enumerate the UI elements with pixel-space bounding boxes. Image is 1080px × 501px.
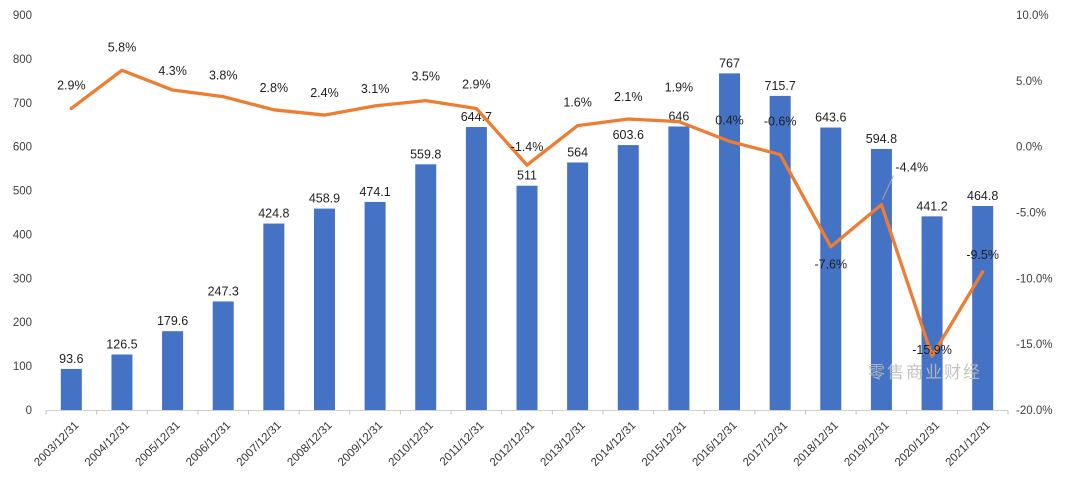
y-axis-left-tick-label: 0 (26, 405, 32, 417)
line-point-label: 2.8% (260, 81, 289, 95)
y-axis-right-tick-label: -10.0% (1016, 273, 1052, 285)
bar-value-label: 247.3 (208, 284, 239, 298)
x-axis-label: 2016/12/31 (690, 420, 739, 469)
bar (263, 223, 285, 410)
bar-value-label: 93.6 (59, 352, 83, 366)
bar-value-label: 594.8 (866, 132, 897, 146)
bar-value-label: 511 (517, 169, 537, 183)
y-axis-left-tick-label: 800 (13, 54, 32, 66)
x-axis-label: 2003/12/31 (32, 420, 81, 469)
bar (921, 216, 943, 410)
line-point-label: 3.5% (411, 70, 440, 84)
line-point-label: -0.6% (764, 115, 797, 129)
x-axis-label: 2012/12/31 (488, 420, 537, 469)
bar (212, 301, 234, 410)
x-axis-label: 2020/12/31 (893, 420, 942, 469)
bar (870, 148, 892, 410)
x-axis-label: 2009/12/31 (336, 420, 385, 469)
bar (617, 145, 639, 410)
line-series (69, 68, 985, 358)
x-axis-label: 2008/12/31 (285, 420, 334, 469)
bar (668, 126, 690, 410)
x-axis-label: 2011/12/31 (438, 420, 487, 469)
y-axis-right-tick-label: -5.0% (1016, 208, 1046, 220)
bar (60, 368, 82, 410)
x-axis-label: 2004/12/31 (83, 420, 132, 469)
line-point-label: -7.6% (814, 258, 847, 272)
bar (313, 208, 335, 410)
bar-value-label: 441.2 (916, 199, 947, 213)
y-axis-right-tick-label: -15.0% (1016, 339, 1052, 351)
x-axis-label: 2013/12/31 (539, 420, 588, 469)
x-axis-label: 2014/12/31 (589, 420, 638, 469)
y-axis-left-tick-label: 300 (13, 273, 32, 285)
x-axis-label: 2007/12/31 (235, 420, 284, 469)
y-axis-right-tick-label: 0.0% (1016, 142, 1042, 154)
line-point-label: -15.9% (912, 343, 952, 357)
bar-value-label: 564 (567, 145, 588, 159)
line-point-label: 3.1% (361, 82, 390, 96)
line-point-label: 1.9% (665, 81, 694, 95)
x-axis-label: 2018/12/31 (792, 420, 841, 469)
bar-value-label: 179.6 (157, 314, 188, 328)
y-axis-left-tick-label: 600 (13, 142, 32, 154)
line-point-label: -9.5% (966, 248, 999, 262)
y-axis-left-tick-label: 100 (13, 361, 32, 373)
bar-value-label: 126.5 (106, 337, 137, 351)
bar-value-label: 603.6 (613, 128, 644, 142)
bar (972, 206, 994, 410)
y-axis-right-tick-label: 10.0% (1016, 10, 1049, 22)
y-axis-left-tick-label: 200 (13, 317, 32, 329)
bar (820, 127, 842, 410)
bar (719, 73, 741, 410)
x-axis-label: 2019/12/31 (842, 420, 891, 469)
y-axis-left-tick-label: 500 (13, 186, 32, 198)
bar (111, 354, 133, 410)
x-axis-label: 2006/12/31 (184, 420, 233, 469)
line-point-label: 2.1% (614, 90, 643, 104)
x-axis-label: 2021/12/31 (944, 420, 993, 469)
line-point-label: 0.4% (715, 113, 744, 127)
bar (465, 127, 487, 410)
label-leader-line (881, 175, 894, 200)
bar-value-label: 643.6 (815, 111, 846, 125)
bar (162, 331, 184, 410)
line-point-label: 5.8% (108, 40, 137, 54)
bar-value-label: 715.7 (765, 79, 796, 93)
y-axis-left-tick-label: 400 (13, 229, 32, 241)
x-axis-label: 2015/12/31 (640, 420, 689, 469)
y-axis-left-tick-label: 700 (13, 98, 32, 110)
x-axis-label: 2005/12/31 (134, 420, 183, 469)
line-point-label: -1.4% (511, 140, 544, 154)
y-axis-left-tick-label: 900 (13, 10, 32, 22)
bar-value-label: 474.1 (359, 185, 390, 199)
x-axis-label: 2017/12/31 (741, 420, 790, 469)
bar-value-label: 767 (719, 56, 740, 70)
line-point-label: -4.4% (895, 161, 928, 175)
bar (567, 162, 589, 410)
bar (364, 201, 386, 410)
line-point-label: 2.9% (462, 77, 491, 91)
line-point-label: 4.3% (158, 64, 187, 78)
bar (769, 95, 791, 411)
bar-value-label: 424.8 (258, 207, 289, 221)
y-axis-right-tick-label: 5.0% (1016, 76, 1042, 88)
bar (415, 164, 437, 410)
line-point-label: 2.4% (310, 86, 339, 100)
y-axis-right-tick-label: -20.0% (1016, 405, 1052, 417)
line-point-label: 3.8% (209, 69, 238, 83)
x-axis-label: 2010/12/31 (387, 420, 436, 469)
line-point-label: 1.6% (563, 96, 592, 110)
line-point-label: 2.9% (57, 78, 86, 92)
bar-value-label: 464.8 (967, 189, 998, 203)
bar-value-label: 458.9 (309, 192, 340, 206)
bar (516, 185, 538, 410)
bar-value-label: 644.7 (461, 110, 492, 124)
bar-value-label: 559.8 (410, 147, 441, 161)
